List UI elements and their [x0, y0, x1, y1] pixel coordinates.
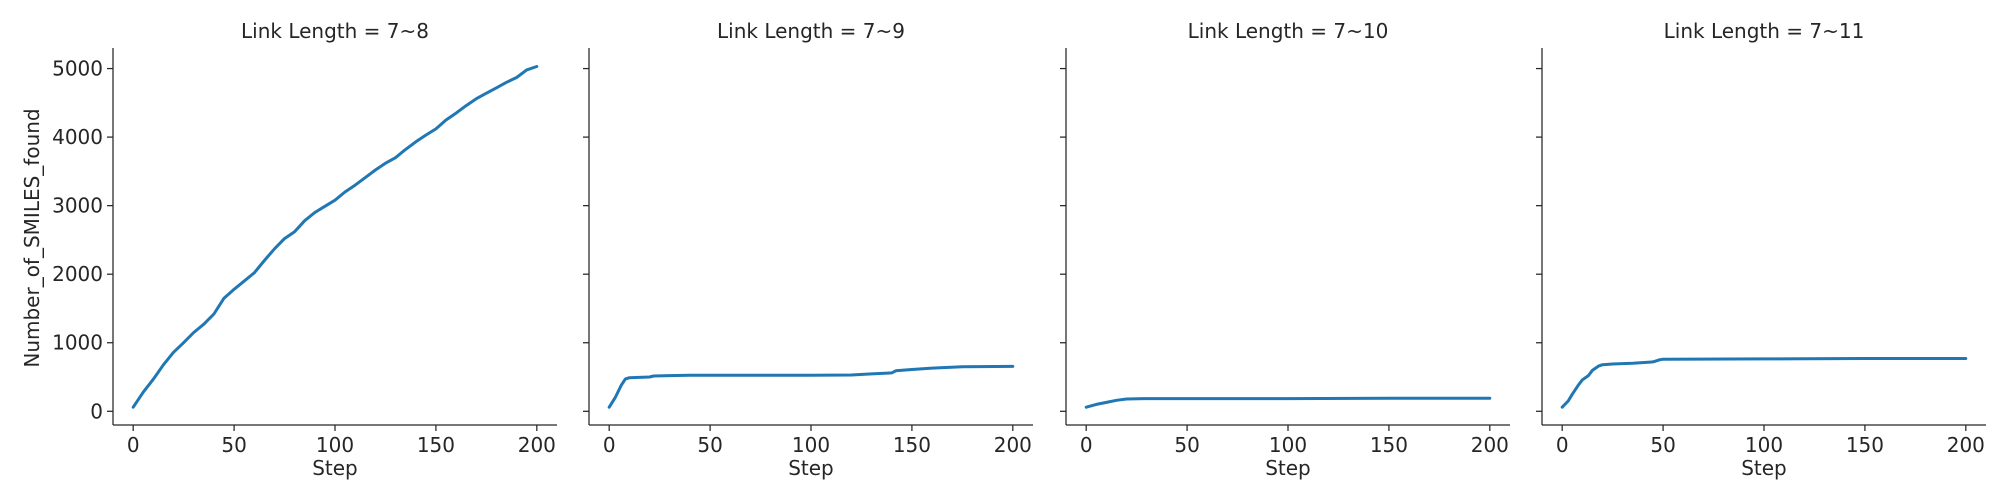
x-axis-label: Step	[312, 456, 358, 480]
x-tick-label: 100	[316, 433, 354, 457]
chart-panel-3: Link Length = 7~10 Step 0 50 100 150 200	[1060, 19, 1510, 480]
x-axis-label: Step	[1741, 456, 1787, 480]
x-tick-label: 150	[893, 433, 931, 457]
y-tick-label: 5000	[52, 57, 103, 81]
x-tick-label: 50	[1650, 433, 1675, 457]
x-tick-label: 100	[1745, 433, 1783, 457]
x-tick-label: 0	[1080, 433, 1093, 457]
x-tick-label: 0	[1556, 433, 1569, 457]
chart-panel-2: Link Length = 7~9 Step 0 50 100 150 200	[583, 19, 1033, 480]
x-tick-label: 150	[1370, 433, 1408, 457]
x-tick-label: 0	[127, 433, 140, 457]
x-axis-label: Step	[1265, 456, 1311, 480]
x-tick-label: 100	[1269, 433, 1307, 457]
x-tick-label: 50	[1174, 433, 1199, 457]
y-tick-label: 4000	[52, 125, 103, 149]
x-tick-label: 150	[1846, 433, 1884, 457]
panel-title: Link Length = 7~10	[1188, 19, 1389, 43]
y-tick-label: 2000	[52, 262, 103, 286]
chart-panel-4: Link Length = 7~11 Step 0 50 100 150 200	[1536, 19, 1986, 480]
series-line	[1560, 357, 1968, 409]
panel-title: Link Length = 7~8	[241, 19, 429, 43]
y-tick-label: 3000	[52, 194, 103, 218]
x-axis-label: Step	[788, 456, 834, 480]
x-tick-label: 200	[1947, 433, 1985, 457]
x-tick-label: 200	[518, 433, 556, 457]
x-tick-label: 50	[221, 433, 246, 457]
series-line	[131, 65, 539, 409]
x-tick-label: 200	[994, 433, 1032, 457]
panel-title: Link Length = 7~9	[717, 19, 905, 43]
x-tick-label: 150	[417, 433, 455, 457]
panel-title: Link Length = 7~11	[1664, 19, 1865, 43]
x-tick-label: 100	[792, 433, 830, 457]
series-line	[607, 364, 1015, 409]
y-tick-label: 1000	[52, 331, 103, 355]
x-tick-label: 0	[603, 433, 616, 457]
y-tick-label: 0	[90, 399, 103, 423]
chart-panel-1: Link Length = 7~8 Number_of_SMILES_found…	[20, 19, 557, 480]
series-line	[1084, 396, 1492, 409]
x-tick-label: 50	[697, 433, 722, 457]
x-tick-label: 200	[1471, 433, 1509, 457]
y-axis-label: Number_of_SMILES_found	[20, 108, 44, 367]
